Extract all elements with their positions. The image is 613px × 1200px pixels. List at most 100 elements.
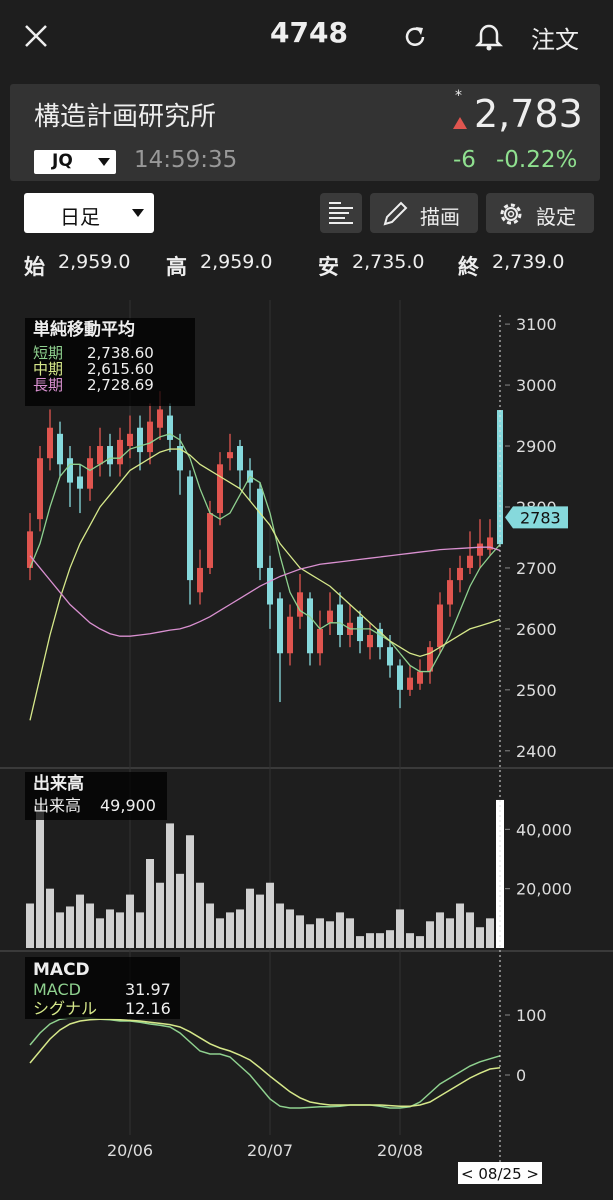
candle-body <box>37 458 43 520</box>
panel-title: MACD <box>33 960 90 980</box>
y-tick-label: 0 <box>516 1066 526 1085</box>
volume-bar <box>206 903 214 948</box>
volume-bar <box>76 894 84 948</box>
cursor-label: < 08/25 > <box>461 1165 539 1183</box>
draw-button[interactable]: 描画 <box>370 193 478 233</box>
candle-body <box>257 488 263 568</box>
price-tag <box>505 506 568 529</box>
ohlc-label: 安 <box>318 255 339 279</box>
candle-body <box>107 446 113 465</box>
volume-bar <box>126 894 134 948</box>
volume-bar <box>406 933 414 948</box>
candle-body <box>397 665 403 690</box>
indicator-button[interactable] <box>320 193 362 233</box>
candle-body <box>337 604 343 635</box>
volume-bar <box>46 888 54 948</box>
volume-bar <box>226 912 234 948</box>
draw-label: 描画 <box>420 205 460 229</box>
volume-bar <box>446 918 454 948</box>
close-button[interactable] <box>22 22 50 50</box>
x-tick-label: 20/07 <box>247 1141 293 1160</box>
y-tick-label: 2900 <box>516 437 557 456</box>
candle-body <box>477 543 483 556</box>
candle-body <box>447 580 453 605</box>
y-tick-label: 2600 <box>516 620 557 639</box>
volume-bar <box>66 906 74 948</box>
volume-bar <box>466 912 474 948</box>
volume-bar <box>416 936 424 948</box>
volume-bar <box>436 912 444 948</box>
ma-line <box>29 433 501 673</box>
candle-body <box>387 647 393 666</box>
volume-bar <box>376 933 384 948</box>
volume-bar <box>156 882 164 948</box>
volume-bar <box>146 859 154 948</box>
alert-button[interactable] <box>474 20 504 52</box>
volume-bar <box>366 933 374 948</box>
candle-body <box>97 446 103 465</box>
volume-bar <box>106 909 114 948</box>
volume-bar <box>386 930 394 948</box>
symbol-title: 4748 <box>270 16 348 49</box>
ohlc-label: 終 <box>458 255 479 279</box>
candle-body <box>437 604 443 648</box>
ma-line <box>29 448 501 721</box>
candle-body <box>187 476 193 581</box>
candle-body <box>77 476 83 489</box>
reload-button[interactable] <box>400 22 430 52</box>
y-tick-label: 3000 <box>516 376 557 395</box>
legend-name: MACD <box>33 980 81 999</box>
panel-title: 出来高 <box>33 773 84 794</box>
volume-bar <box>296 915 304 948</box>
volume-bar <box>266 882 274 948</box>
down-arrow <box>453 117 467 129</box>
legend-value: 2,615.60 <box>87 360 154 378</box>
candle-body <box>427 647 433 672</box>
price-mark: * <box>455 88 462 104</box>
ohlc-value: 2,959.0 <box>200 251 273 273</box>
volume-bar <box>96 918 104 948</box>
legend-name: 短期 <box>33 344 63 362</box>
candle-body <box>147 421 153 453</box>
candle-body <box>57 433 63 465</box>
x-tick-label: 20/06 <box>107 1141 153 1160</box>
settings-button[interactable]: 設定 <box>486 193 594 233</box>
price: 2,783 <box>474 92 583 136</box>
candle-body <box>167 415 173 440</box>
volume-bar <box>286 909 294 948</box>
volume-bar <box>496 799 504 948</box>
period-select[interactable] <box>24 193 154 233</box>
macd-line <box>29 1017 501 1109</box>
volume-bar <box>336 912 344 948</box>
y-tick-label: 100 <box>516 1006 547 1025</box>
ohlc-value: 2,959.0 <box>58 251 131 273</box>
candle-body <box>307 598 313 654</box>
volume-bar <box>356 936 364 948</box>
dropdown-icon <box>132 209 144 217</box>
volume-bar <box>56 912 64 948</box>
candle-body <box>297 592 303 617</box>
legend-box <box>25 957 180 1019</box>
volume-bar <box>316 918 324 948</box>
cursor-box <box>458 1162 542 1184</box>
candle-body <box>467 555 473 568</box>
order-button[interactable]: 注文 <box>531 26 579 54</box>
candle-body <box>237 446 243 471</box>
candle-body <box>407 677 413 690</box>
candle-body <box>377 628 383 648</box>
change-pct: -0.22% <box>496 147 578 173</box>
legend-box <box>25 772 167 820</box>
volume-bar <box>306 924 314 948</box>
candle-body <box>117 439 123 465</box>
candle-body <box>317 628 323 654</box>
candle-body <box>327 610 333 623</box>
legend-name: 中期 <box>33 360 63 378</box>
ma-line <box>29 546 501 637</box>
candle-body <box>67 458 73 483</box>
chart: 20/082400250026002700280029003000310020,… <box>0 300 613 1184</box>
volume-bar <box>326 921 334 948</box>
volume-bar <box>486 918 494 948</box>
candle-body <box>487 537 493 550</box>
ohlc-label: 高 <box>166 255 187 279</box>
